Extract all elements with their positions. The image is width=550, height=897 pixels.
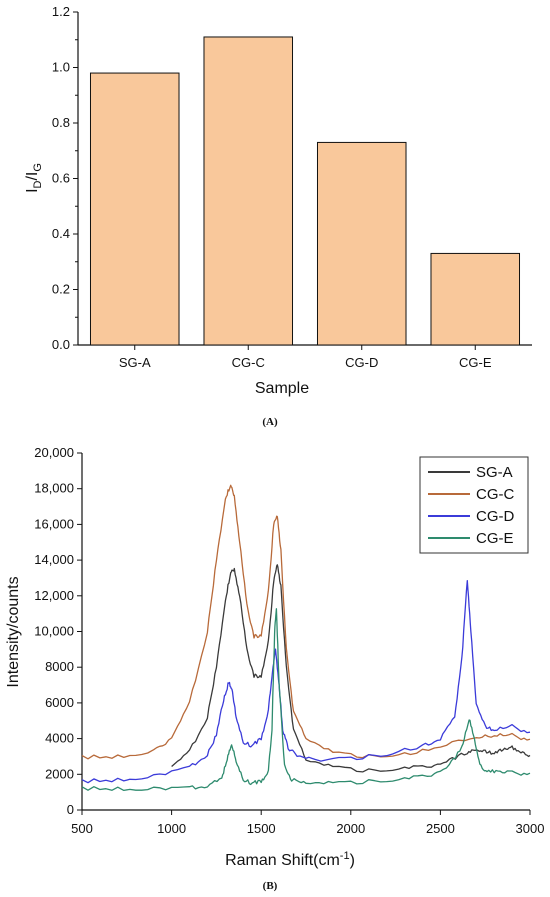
bar-sg-a	[89, 72, 180, 346]
y-tick-label: 0.4	[52, 226, 70, 241]
y-tick-label: 20,000	[34, 445, 74, 460]
panel-label-b: (B)	[263, 880, 278, 892]
x-tick-label: 2500	[426, 821, 455, 836]
chart-b-y-axis-label: Intensity/counts	[5, 576, 22, 687]
x-tick-label: 1000	[157, 821, 186, 836]
x-tick-label: 1500	[247, 821, 276, 836]
y-tick-label: 14,000	[34, 552, 74, 567]
chart-a-x-axis-label: Sample	[255, 380, 309, 397]
series-line-cg-e	[81, 608, 531, 792]
x-tick-label: 2000	[336, 821, 365, 836]
y-tick-label: 10,000	[34, 624, 74, 639]
y-tick-label: 1.2	[52, 4, 70, 19]
y-tick-label: 2000	[45, 766, 74, 781]
series-line-sg-a	[171, 564, 531, 773]
chart-a-y-axis-label: ID/IG	[24, 163, 44, 193]
x-tick-label: 500	[71, 821, 93, 836]
legend-label-cg-e: CG-E	[476, 530, 514, 547]
x-tick-label: SG-A	[119, 355, 151, 370]
y-tick-label: 0	[67, 802, 74, 817]
x-tick-label: CG-C	[232, 355, 265, 370]
y-tick-label: 0.8	[52, 115, 70, 130]
bar-cg-c	[203, 36, 294, 346]
y-tick-label: 4000	[45, 731, 74, 746]
y-tick-label: 16,000	[34, 516, 74, 531]
y-tick-label: 0.0	[52, 337, 70, 352]
y-tick-label: 8000	[45, 659, 74, 674]
y-tick-label: 18,000	[34, 481, 74, 496]
chart-b-x-axis-label: Raman Shift(cm-1)	[225, 850, 355, 869]
x-tick-label: CG-E	[459, 355, 492, 370]
y-tick-label: 0.2	[52, 282, 70, 297]
series-line-cg-c	[81, 484, 531, 760]
y-tick-label: 6000	[45, 695, 74, 710]
y-tick-label: 12,000	[34, 588, 74, 603]
chart-b: 0 2000 4000 6000 8000 10,000 12,000 14,000 16,00…	[5, 445, 545, 892]
legend-label-cg-c: CG-C	[476, 486, 514, 503]
y-tick-label: 0.6	[52, 171, 70, 186]
legend-label-cg-d: CG-D	[476, 508, 514, 525]
panel-label-a: (A)	[262, 416, 278, 428]
y-tick-label: 1.0	[52, 60, 70, 75]
chart-a: 0.0 0.2 0.4 0.6 0.8 1.0 1.2 SG-A CG-C CG-D CG-E S…	[24, 4, 532, 428]
bar-cg-d	[316, 141, 407, 346]
x-tick-label: CG-D	[345, 355, 378, 370]
legend-label-sg-a: SG-A	[476, 464, 513, 481]
bar-cg-e	[430, 252, 521, 346]
x-tick-label: 3000	[516, 821, 545, 836]
